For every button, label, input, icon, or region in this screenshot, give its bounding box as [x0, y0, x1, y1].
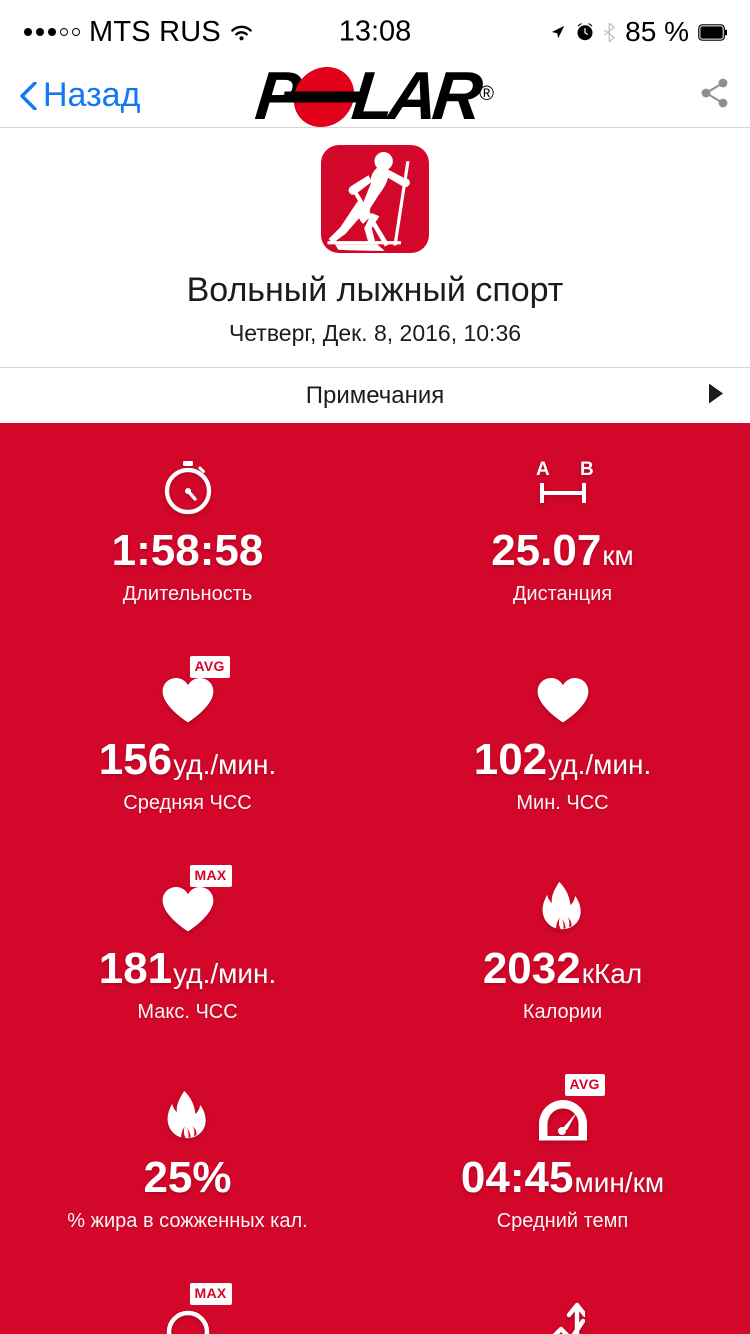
- svg-text:A: A: [536, 459, 550, 480]
- svg-text:B: B: [580, 459, 594, 480]
